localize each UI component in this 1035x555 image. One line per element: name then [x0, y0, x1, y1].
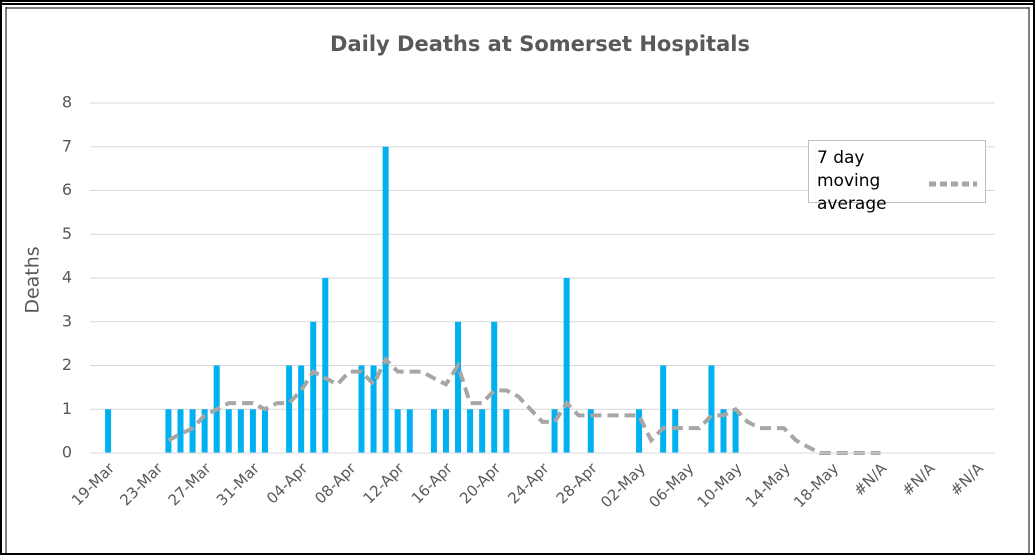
bar	[455, 321, 462, 453]
bar	[298, 365, 305, 453]
bar	[358, 365, 365, 453]
chart-title: Daily Deaths at Somerset Hospitals	[330, 32, 750, 56]
bar	[406, 409, 413, 453]
bar	[310, 321, 317, 453]
y-axis-label: Deaths	[22, 246, 44, 313]
x-tick-label: 12-Apr	[360, 459, 409, 508]
x-tick-label: 08-Apr	[311, 459, 360, 508]
x-tick-label: 28-Apr	[553, 459, 602, 508]
x-tick-label: #N/A	[947, 459, 988, 500]
bar	[261, 409, 268, 453]
x-tick-label: #N/A	[898, 459, 939, 500]
bar	[732, 409, 739, 453]
x-tick-label: 02-May	[597, 459, 649, 511]
x-tick-label: 04-Apr	[263, 459, 312, 508]
bar	[503, 409, 510, 453]
bar	[177, 409, 184, 453]
bar	[636, 409, 643, 453]
bar	[491, 321, 498, 453]
x-tick-label: 23-Mar	[116, 459, 167, 510]
x-tick-label: 27-Mar	[165, 459, 216, 510]
x-tick-label: 20-Apr	[456, 459, 505, 508]
y-tick-label: 1	[62, 399, 72, 418]
bar	[286, 365, 293, 453]
y-tick-label: 2	[62, 355, 72, 374]
bar	[551, 409, 558, 453]
bar	[165, 409, 172, 453]
y-tick-label: 8	[62, 93, 72, 112]
x-tick-label: 16-Apr	[408, 459, 457, 508]
legend: 7 day moving average	[808, 140, 986, 214]
bar	[322, 278, 329, 453]
x-tick-label: 06-May	[645, 459, 697, 511]
bar	[672, 409, 679, 453]
bar	[237, 409, 244, 453]
y-tick-label: 7	[62, 136, 72, 155]
legend-swatch	[929, 181, 977, 187]
y-tick-label: 3	[62, 311, 72, 330]
x-tick-label: 10-May	[694, 459, 746, 511]
bar	[708, 365, 715, 453]
y-tick-label: 5	[62, 224, 72, 243]
x-tick-label: #N/A	[850, 459, 891, 500]
x-tick-label: 19-Mar	[68, 459, 119, 510]
bar	[394, 409, 401, 453]
x-tick-label: 14-May	[742, 459, 794, 511]
moving-average-line	[167, 355, 881, 455]
bar	[430, 409, 437, 453]
bar	[249, 409, 256, 453]
bar	[479, 409, 486, 453]
bar	[587, 409, 594, 453]
legend-label: 7 day moving average	[817, 148, 887, 214]
bar	[442, 409, 449, 453]
bar	[201, 409, 208, 453]
y-tick-label: 0	[62, 443, 72, 462]
bar	[225, 409, 232, 453]
bar	[370, 365, 377, 453]
x-tick-label: 24-Apr	[504, 459, 553, 508]
bar	[189, 409, 196, 453]
y-tick-label: 4	[62, 268, 72, 287]
bar	[467, 409, 474, 453]
y-tick-label: 6	[62, 180, 72, 199]
bar	[105, 409, 112, 453]
bar	[660, 365, 667, 453]
x-tick-label: 31-Mar	[213, 459, 264, 510]
x-tick-label: 18-May	[790, 459, 842, 511]
bar	[382, 146, 389, 453]
bar	[720, 409, 727, 453]
bar	[563, 278, 570, 453]
